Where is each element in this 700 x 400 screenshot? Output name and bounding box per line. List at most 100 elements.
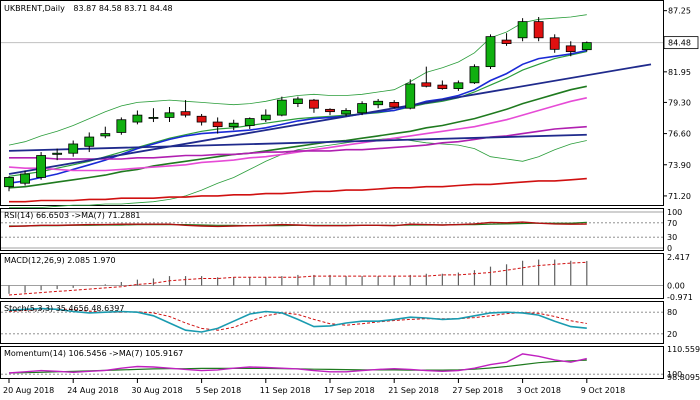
rsi-level-label: 0 — [667, 244, 672, 253]
candle[interactable] — [164, 107, 175, 123]
candle-body — [501, 39, 512, 44]
rsi-level-label: 70 — [667, 219, 677, 228]
candle[interactable] — [421, 66, 432, 88]
candle[interactable] — [357, 101, 368, 116]
candle[interactable] — [20, 170, 30, 186]
date-tick-label: 21 Sep 2018 — [388, 386, 439, 395]
candle[interactable] — [36, 152, 46, 180]
candle[interactable] — [292, 96, 303, 108]
candle[interactable] — [389, 100, 400, 109]
candle[interactable] — [533, 17, 544, 42]
price-tick-label: 76.60 — [668, 130, 691, 139]
candle[interactable] — [68, 140, 79, 157]
overlay-ema-green — [8, 85, 587, 189]
date-tick-label: 24 Aug 2018 — [67, 386, 118, 395]
candle[interactable] — [244, 117, 255, 129]
candle-body — [228, 122, 239, 128]
candle-body — [84, 136, 95, 147]
panel-frames — [0, 0, 664, 379]
candle-body — [341, 110, 351, 115]
candle[interactable] — [325, 108, 335, 116]
candle[interactable] — [180, 100, 191, 118]
candle[interactable] — [148, 108, 159, 123]
candle-body — [517, 21, 528, 39]
date-axis: 20 Aug 2018 24 Aug 2018 30 Aug 2018 5 Sep 2… — [3, 379, 625, 395]
candle[interactable] — [228, 119, 239, 131]
stoch-k-line — [8, 307, 587, 333]
candle-body — [4, 177, 14, 188]
price-tick-label: 79.30 — [668, 98, 691, 107]
momentum-panel[interactable] — [0, 346, 664, 379]
candle-body — [36, 155, 46, 178]
main-panel[interactable] — [0, 0, 664, 206]
macd-tick-label: -0.971 — [667, 293, 693, 302]
candle-body — [260, 114, 271, 121]
candle[interactable] — [453, 80, 464, 91]
candle[interactable] — [52, 148, 63, 161]
date-tick-label: 5 Sep 2018 — [196, 386, 242, 395]
lower-indicator-panels: 100703002.4170.00-0.9718020110.559710098… — [1, 208, 700, 382]
candles — [4, 17, 592, 192]
candle[interactable] — [405, 79, 416, 110]
symbol-label: UKBRENT,Daily — [4, 4, 65, 13]
date-tick-label: 30 Aug 2018 — [131, 386, 182, 395]
rsi-level-label: 100 — [667, 208, 682, 217]
candle-body — [20, 173, 30, 184]
candle[interactable] — [581, 41, 592, 52]
candle-body — [212, 121, 223, 128]
candle[interactable] — [196, 113, 207, 126]
candle-body — [52, 152, 63, 155]
rsi-panel[interactable] — [0, 208, 664, 251]
macd-panel[interactable] — [0, 253, 664, 299]
candle-body — [405, 83, 416, 109]
candle[interactable] — [84, 132, 95, 153]
candle[interactable] — [341, 108, 351, 117]
candle[interactable] — [485, 34, 496, 69]
candle[interactable] — [116, 117, 127, 135]
price-tick-label: 73.90 — [668, 161, 691, 170]
candle-body — [196, 115, 207, 123]
candle[interactable] — [100, 126, 111, 139]
stoch-label: Stoch(5,3,3) 35.4656 48.6397 — [4, 304, 124, 313]
rsi-level-label: 30 — [667, 233, 677, 242]
candle-body — [116, 119, 127, 133]
candle-body — [565, 45, 576, 53]
candle[interactable] — [276, 96, 287, 117]
chart-header: UKBRENT,Daily 83.87 84.58 83.71 84.48 — [4, 4, 173, 13]
candle-body — [325, 108, 335, 113]
trendline-upper — [8, 63, 652, 175]
candle-body — [357, 103, 368, 114]
candle-body — [373, 100, 384, 106]
indicator-overlays — [8, 14, 652, 208]
date-tick-label: 17 Sep 2018 — [324, 386, 375, 395]
candle[interactable] — [373, 98, 384, 109]
momentum-tick-label: 110.5597 — [667, 345, 700, 354]
candle[interactable] — [549, 34, 560, 53]
macd-tick-label: 0.00 — [667, 282, 685, 291]
candle[interactable] — [260, 109, 271, 123]
stoch-panel[interactable] — [0, 301, 664, 344]
candle-body — [180, 111, 191, 116]
date-tick-label: 20 Aug 2018 — [3, 386, 54, 395]
price-tick-label: 81.95 — [668, 68, 691, 77]
candle-body — [132, 114, 143, 123]
macd-label: MACD(12,26,9) 2.085 1.970 — [4, 256, 116, 265]
candle-body — [68, 143, 79, 154]
candle[interactable] — [517, 18, 528, 42]
candle[interactable] — [132, 110, 143, 125]
candle[interactable] — [469, 64, 480, 84]
candle[interactable] — [309, 98, 319, 113]
candle-body — [533, 21, 544, 39]
candle[interactable] — [212, 117, 223, 134]
macd-signal-line — [8, 261, 587, 296]
candle[interactable] — [501, 33, 512, 46]
momentum-line — [8, 353, 587, 374]
candle[interactable] — [437, 80, 448, 90]
candle-body — [453, 82, 464, 89]
candle-body — [100, 133, 111, 137]
date-tick-label: 11 Sep 2018 — [260, 386, 311, 395]
candle[interactable] — [565, 41, 576, 57]
overlay-bb-lower — [9, 137, 587, 208]
candle[interactable] — [4, 176, 14, 192]
stoch-level-label: 20 — [667, 330, 677, 339]
